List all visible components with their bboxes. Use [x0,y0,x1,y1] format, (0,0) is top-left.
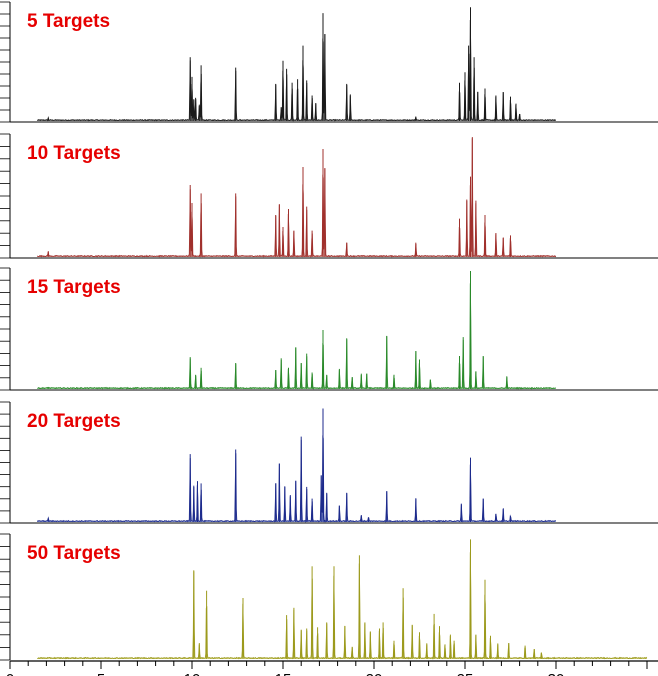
x-tick-label: 25 [457,671,474,676]
panel-5: 50 Targets [0,533,648,661]
series-trace-line [37,136,557,258]
panel-label: 50 Targets [27,543,121,564]
panel-label: 10 Targets [27,143,121,164]
panel-1: 5 Targets [0,1,658,123]
x-tick-label: 15 [275,671,292,676]
x-tick-label: 10 [184,671,201,676]
series-trace-line [37,552,648,660]
panel-3: 15 Targets [0,267,658,391]
x-tick-label: 20 [366,671,383,676]
panel-2: 10 Targets [0,133,658,259]
series-trace-line [37,19,556,122]
panel-label: 20 Targets [27,411,121,432]
x-axis: 0 5 10 15 20 25 30 [6,660,658,676]
x-tick-label: 30 [548,671,565,676]
x-tick-label: 5 [97,671,105,676]
series-trace-line [36,435,556,523]
panel-label: 5 Targets [27,11,110,32]
panel-4: 20 Targets [0,401,658,524]
series-trace-line [37,283,557,390]
panel-label: 15 Targets [27,277,121,298]
x-tick-label: 0 [6,671,14,676]
chromatogram-panels: 5 Targets 10 Targets 15 Targets 20 Targets 5… [0,1,658,661]
